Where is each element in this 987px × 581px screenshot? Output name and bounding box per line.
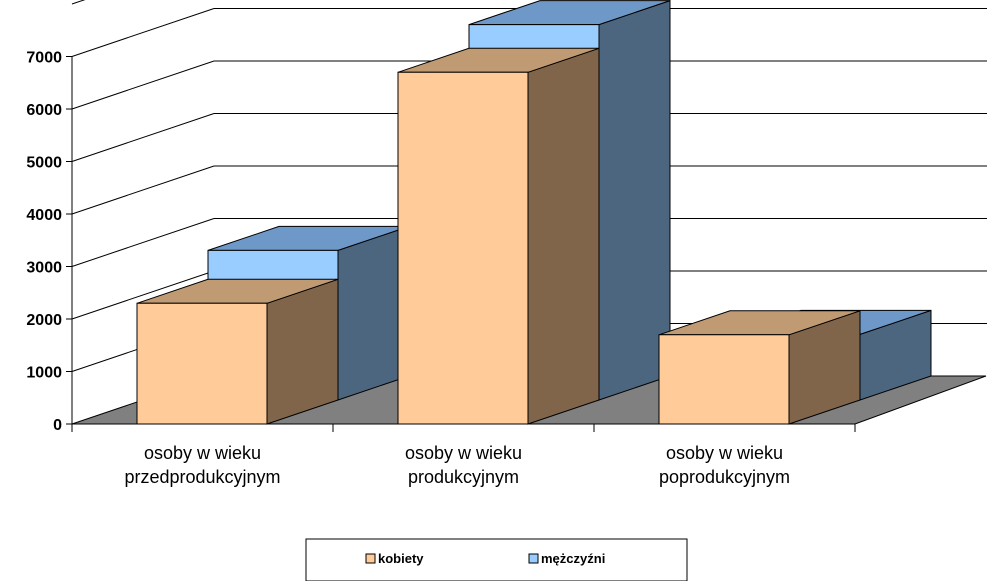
x-category-label-0-line-1: przedprodukcyjnym	[124, 467, 280, 487]
x-category-label-2-line-1: poprodukcyjnym	[659, 467, 790, 487]
gridline-side	[71, 8, 215, 57]
y-axis-tick-labels: 0 1000 2000 3000 4000 5000 6000 7000	[26, 50, 62, 435]
x-category-label-0-line-0: osoby w wieku	[144, 443, 261, 463]
bar-kobiety-0-front	[136, 302, 268, 425]
legend-swatch-kobiety	[365, 553, 376, 564]
legend-swatch-mezczyzni	[528, 553, 539, 564]
gridline-side	[71, 60, 215, 110]
gridline-side	[71, 113, 215, 162]
x-category-label-1-line-1: produkcyjnym	[408, 467, 519, 487]
y-tick-label-5000: 5000	[26, 155, 62, 172]
y-tick-label-1000: 1000	[26, 365, 62, 382]
axes	[66, 56, 856, 432]
legend-label-mezczyzni: mężczyźni	[541, 551, 605, 566]
y-tick-label-7000: 7000	[26, 50, 62, 67]
y-tick-label-6000: 6000	[26, 102, 62, 119]
x-category-label-2-line-0: osoby w wieku	[666, 443, 783, 463]
y-tick-label-0: 0	[53, 417, 62, 434]
bars	[136, 0, 932, 425]
y-tick-label-3000: 3000	[26, 260, 62, 277]
legend-label-kobiety: kobiety	[378, 551, 424, 566]
gridline-side	[71, 218, 215, 267]
gridline-side	[71, 165, 215, 215]
x-category-label-1-line-0: osoby w wieku	[405, 443, 522, 463]
gridline-side	[71, 0, 86, 5]
legend: kobiety mężczyźni	[305, 538, 688, 581]
y-tick-label-2000: 2000	[26, 312, 62, 329]
gridline-side	[71, 270, 215, 320]
bar-kobiety-1-front	[397, 71, 529, 425]
bar-kobiety-0-side	[266, 278, 339, 425]
legend-box	[305, 538, 688, 581]
y-tick-label-4000: 4000	[26, 207, 62, 224]
x-axis-category-labels: osoby w wieku przedprodukcyjnym osoby w wi…	[124, 443, 790, 487]
bar-kobiety-2-front	[658, 334, 790, 425]
bar-kobiety-1-side	[527, 47, 600, 425]
